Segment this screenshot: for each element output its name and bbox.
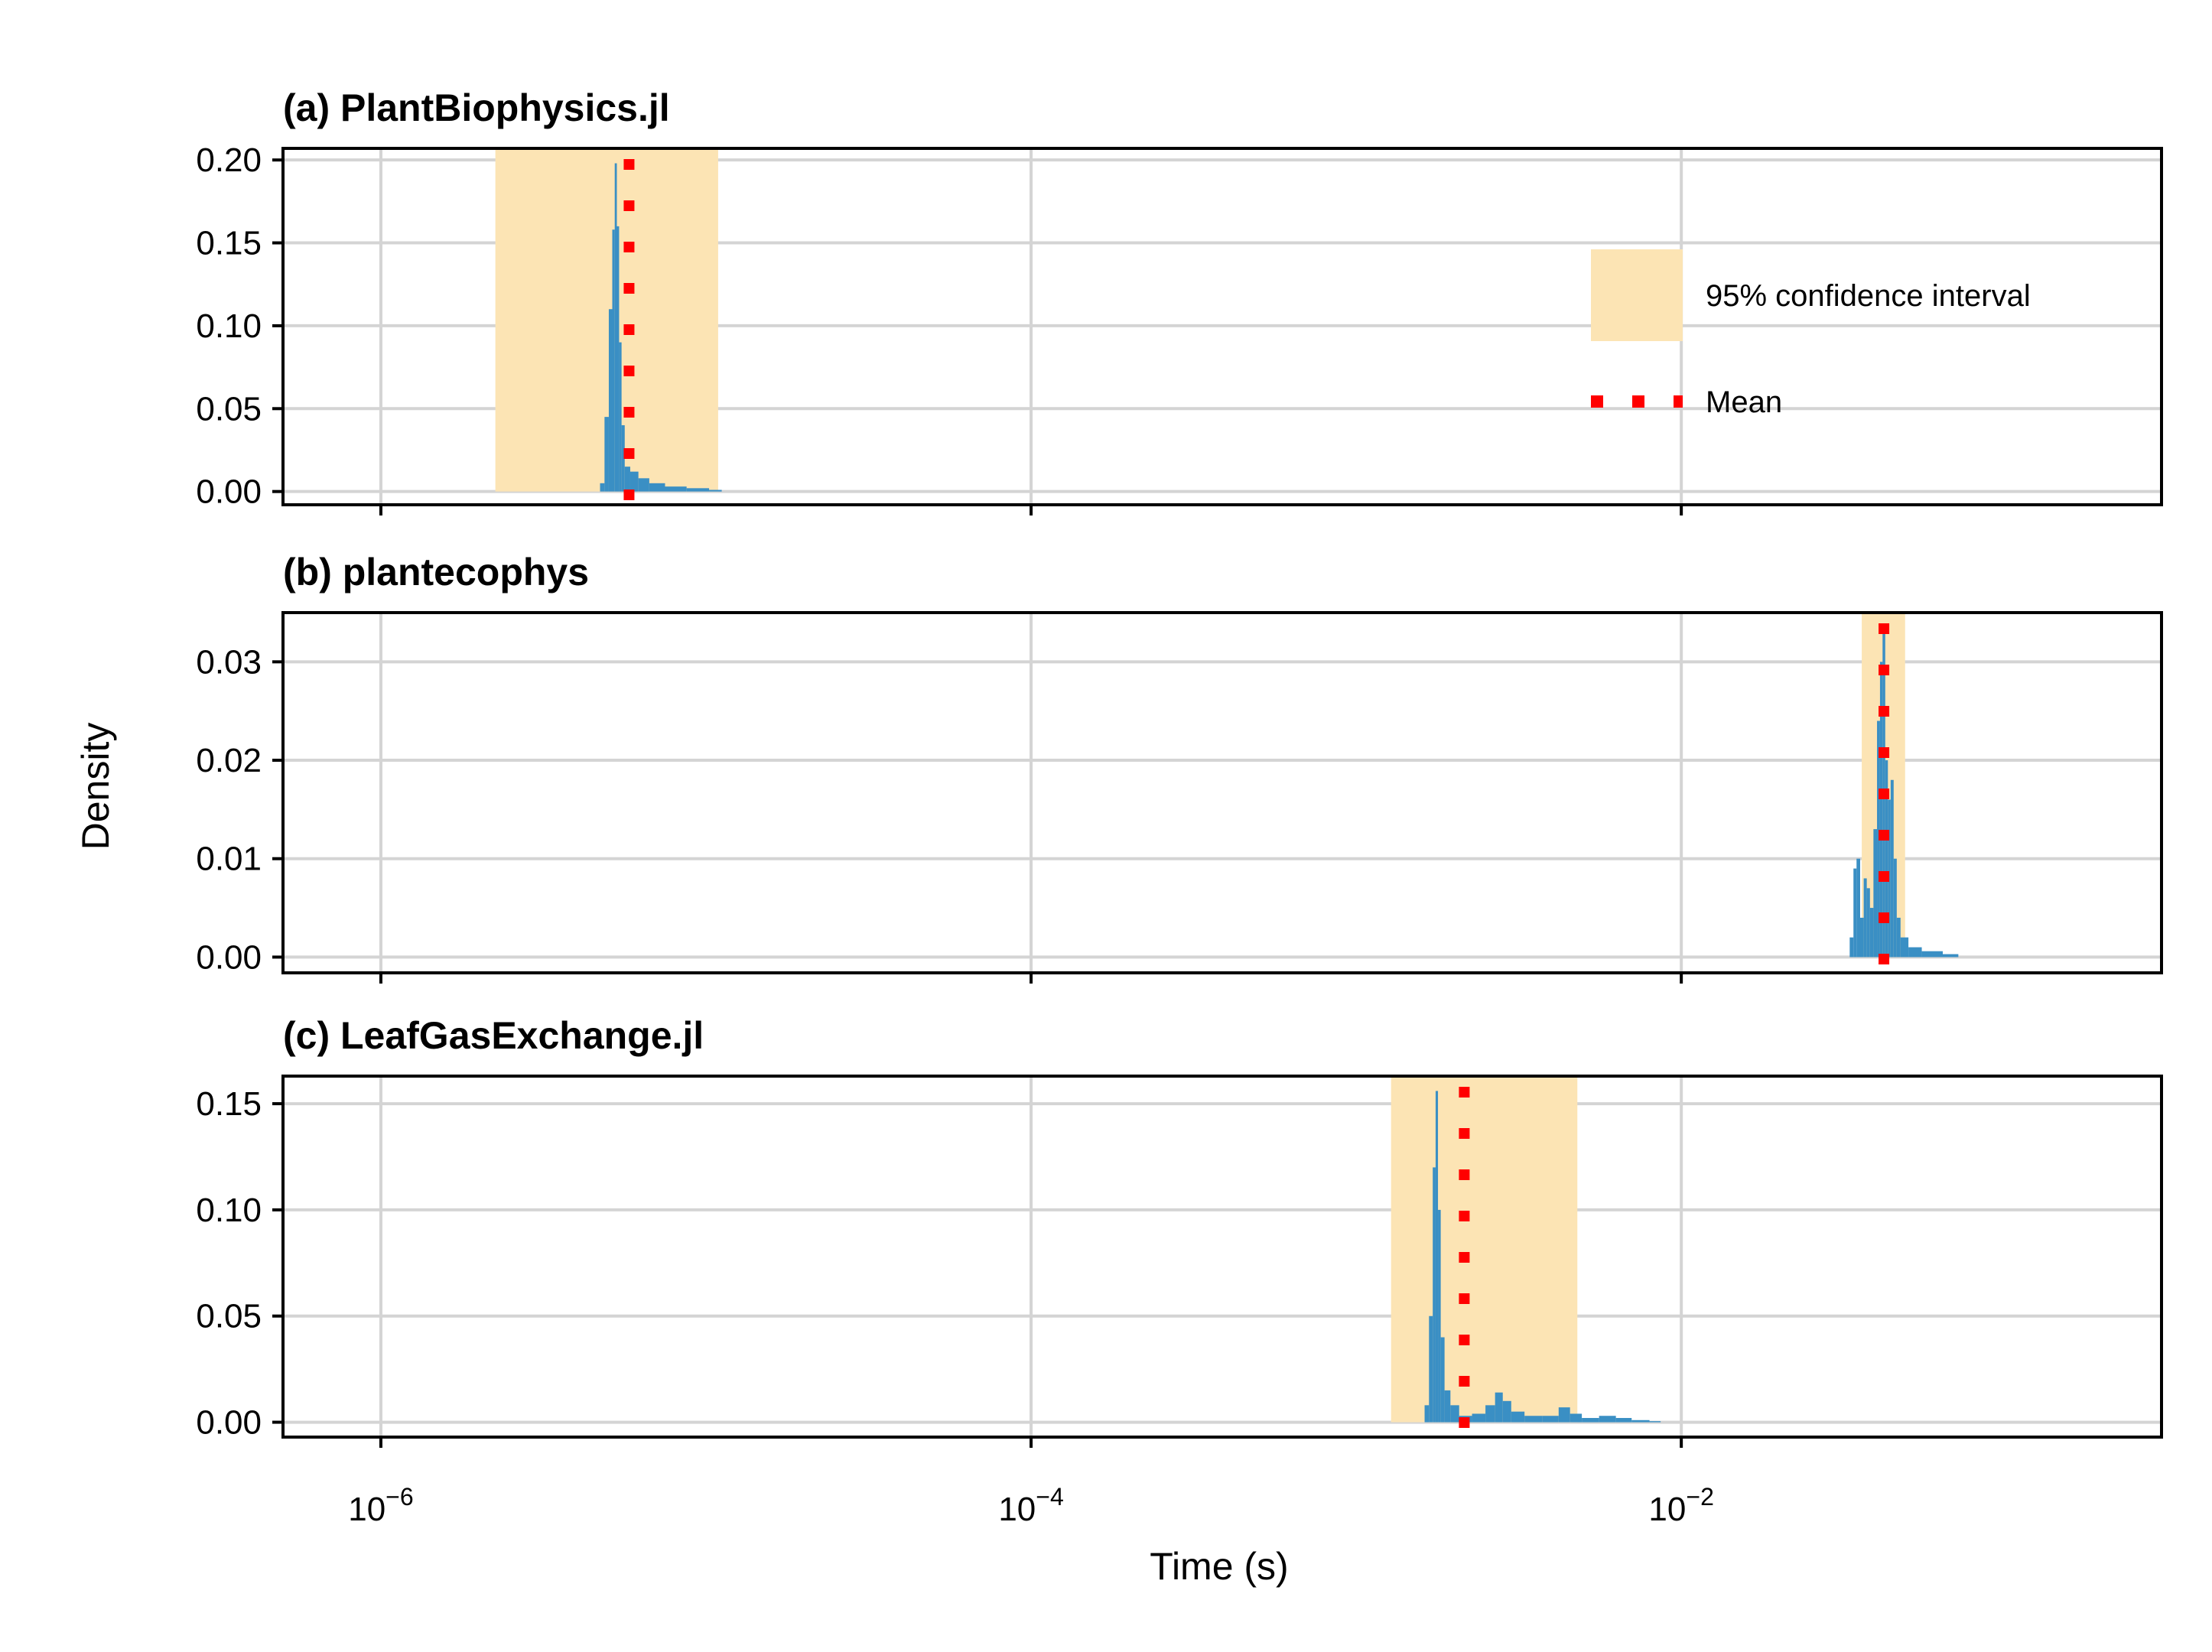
- panels: (a) PlantBiophysics.jl 0.00 0.05 0.10 0.15 0.…: [196, 86, 2163, 1448]
- legend-mean-label: Mean: [1706, 385, 1782, 419]
- x-tick-label-base: 10: [998, 1491, 1036, 1528]
- histogram-bar: [1631, 1419, 1650, 1423]
- histogram-bar: [1649, 1421, 1661, 1423]
- y-tick-label: 0.10: [196, 307, 262, 345]
- histogram-bar: [1921, 951, 1944, 958]
- histogram-bar: [1558, 1407, 1570, 1423]
- x-tick-label-base: 10: [348, 1491, 385, 1528]
- histogram-bar: [1440, 1337, 1445, 1423]
- histogram-bar: [709, 489, 722, 492]
- histogram-bar: [1444, 1390, 1451, 1423]
- histogram-bar: [1615, 1418, 1632, 1423]
- histogram-bar: [624, 467, 630, 492]
- panel-2: (c) LeafGasExchange.jl 0.00 0.05 0.10 0.15: [196, 1014, 2163, 1448]
- histogram-bar: [1435, 1091, 1439, 1423]
- histogram-bar: [1908, 947, 1922, 958]
- y-tick-label: 0.00: [196, 1404, 262, 1442]
- histogram-bar: [686, 488, 710, 492]
- panel-title: (a) PlantBiophysics.jl: [283, 86, 670, 129]
- histogram-bar: [1893, 858, 1897, 958]
- histogram-bar: [1943, 954, 1959, 958]
- histogram-bar: [619, 342, 622, 492]
- histogram-bar: [665, 486, 687, 492]
- histogram-bar: [1433, 1167, 1436, 1423]
- histogram-bar: [1438, 1209, 1441, 1423]
- histogram-bar: [1450, 1405, 1459, 1423]
- histogram-bar: [1542, 1416, 1559, 1423]
- y-tick-label: 0.15: [196, 225, 262, 262]
- histogram-bar: [1873, 829, 1878, 958]
- histogram-bar: [1424, 1405, 1430, 1423]
- histogram-bar: [1429, 1315, 1433, 1423]
- histogram-bar: [1849, 937, 1854, 958]
- y-tick-label: 0.20: [196, 141, 262, 179]
- x-tick-label-base: 10: [1648, 1491, 1686, 1528]
- y-tick-label: 0.03: [196, 643, 262, 681]
- x-tick-label: 10−2: [1648, 1483, 1713, 1528]
- y-tick-label: 0.01: [196, 841, 262, 878]
- histogram-bar: [1879, 662, 1883, 958]
- histogram-bar: [1582, 1418, 1599, 1423]
- histogram-bar: [614, 163, 617, 492]
- y-tick-label: 0.05: [196, 390, 262, 428]
- y-tick-label: 0.00: [196, 938, 262, 976]
- x-tick-label-exponent: −2: [1686, 1483, 1713, 1511]
- y-tick-label: 0.15: [196, 1085, 262, 1123]
- histogram-bar: [1485, 1405, 1495, 1423]
- histogram-bar: [1599, 1416, 1616, 1423]
- x-axis-label: Time (s): [1150, 1545, 1288, 1588]
- panel-plot-area: [283, 1076, 2162, 1437]
- panel-title: (c) LeafGasExchange.jl: [283, 1014, 704, 1057]
- histogram-bar: [1511, 1411, 1525, 1423]
- histogram-bar: [616, 226, 620, 492]
- histogram-bar: [1495, 1392, 1503, 1423]
- histogram-bar: [612, 229, 615, 492]
- histogram-bar: [1570, 1413, 1583, 1423]
- histogram-bar: [1877, 720, 1880, 958]
- histogram-bar: [1866, 888, 1870, 958]
- histogram-bar: [1472, 1413, 1486, 1423]
- y-tick-label: 0.00: [196, 473, 262, 511]
- legend: 95% confidence interval Mean: [1591, 249, 2031, 419]
- panel-plot-area: [283, 613, 2162, 973]
- x-tick-label-exponent: −6: [385, 1483, 413, 1511]
- histogram-bar: [1896, 917, 1901, 958]
- legend-ci-label: 95% confidence interval: [1706, 279, 2031, 313]
- histogram-bar: [1856, 858, 1861, 958]
- ci-band: [1391, 1076, 1578, 1423]
- histogram-bar: [1524, 1416, 1543, 1423]
- y-tick-label: 0.10: [196, 1192, 262, 1229]
- x-tick-label: 10−4: [998, 1483, 1063, 1528]
- y-tick-label: 0.05: [196, 1298, 262, 1335]
- histogram-bar: [629, 471, 639, 492]
- histogram-bar: [1853, 868, 1857, 958]
- x-tick-label: 10−6: [348, 1483, 413, 1528]
- histogram-bar: [1869, 908, 1874, 958]
- panel-plot-area: [283, 148, 2162, 505]
- legend-ci-swatch: [1591, 249, 1683, 341]
- histogram-bar: [1900, 937, 1909, 958]
- histogram-bar: [649, 483, 665, 492]
- y-axis-label: Density: [74, 723, 117, 850]
- panel-1: (b) plantecophys 0.00 0.01 0.02 0.03: [196, 551, 2163, 984]
- x-axis: 10−6 10−4 10−2: [348, 1483, 1714, 1528]
- y-tick-label: 0.02: [196, 742, 262, 779]
- x-tick-label-exponent: −4: [1036, 1483, 1063, 1511]
- histogram-bar: [638, 478, 649, 492]
- histogram-bar: [1502, 1400, 1511, 1423]
- panel-title: (b) plantecophys: [283, 551, 589, 593]
- panel-frame: [281, 1075, 2163, 1439]
- histogram-bar: [621, 424, 625, 492]
- panel-0: (a) PlantBiophysics.jl 0.00 0.05 0.10 0.15 0.…: [196, 86, 2163, 515]
- histogram-bar: [600, 483, 605, 492]
- histogram-bar: [1890, 779, 1894, 958]
- histogram-bar: [1863, 878, 1867, 958]
- histogram-bar: [608, 309, 613, 492]
- histogram-bar: [1860, 917, 1864, 958]
- histogram-bar: [604, 417, 609, 492]
- panel-frame: [281, 611, 2163, 974]
- histogram-bar: [1885, 760, 1888, 958]
